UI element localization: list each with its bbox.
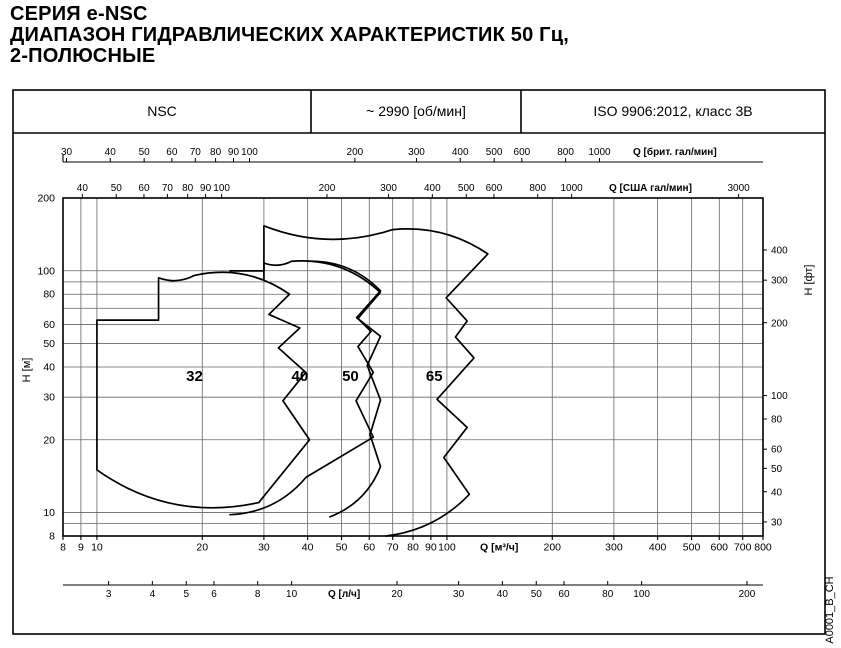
svg-text:100: 100 (438, 542, 456, 554)
svg-text:30: 30 (453, 589, 465, 600)
svg-text:200: 200 (739, 589, 756, 600)
svg-text:80: 80 (43, 289, 55, 301)
svg-text:NSC: NSC (147, 103, 177, 119)
svg-text:80: 80 (182, 183, 194, 194)
svg-text:300: 300 (380, 183, 397, 194)
svg-text:80: 80 (771, 414, 783, 425)
svg-text:5: 5 (183, 589, 189, 600)
svg-text:60: 60 (363, 542, 375, 554)
svg-text:400: 400 (649, 542, 667, 554)
svg-text:3: 3 (106, 589, 112, 600)
svg-text:8: 8 (60, 542, 66, 554)
svg-text:70: 70 (387, 542, 399, 554)
svg-text:200: 200 (544, 542, 562, 554)
svg-text:400: 400 (771, 245, 788, 256)
svg-text:30: 30 (61, 147, 73, 158)
svg-text:80: 80 (407, 542, 419, 554)
svg-text:30: 30 (43, 392, 55, 404)
svg-text:4: 4 (150, 589, 156, 600)
svg-text:60: 60 (138, 183, 150, 194)
svg-text:80: 80 (602, 589, 614, 600)
svg-text:70: 70 (162, 183, 174, 194)
svg-text:Q [брит. гал/мин]: Q [брит. гал/мин] (633, 146, 717, 158)
svg-text:32: 32 (186, 368, 203, 385)
svg-text:100: 100 (633, 589, 650, 600)
svg-text:9: 9 (78, 542, 84, 554)
svg-text:Q [л/ч]: Q [л/ч] (328, 589, 360, 600)
svg-text:50: 50 (139, 147, 151, 158)
svg-text:ISO 9906:2012, класс 3В: ISO 9906:2012, класс 3В (593, 103, 752, 119)
svg-text:40: 40 (105, 147, 117, 158)
svg-text:~ 2990 [об/мин]: ~ 2990 [об/мин] (366, 103, 466, 119)
svg-text:800: 800 (754, 542, 772, 554)
svg-text:10: 10 (286, 589, 298, 600)
svg-text:600: 600 (514, 147, 531, 158)
svg-text:60: 60 (43, 319, 55, 331)
svg-text:3000: 3000 (727, 183, 750, 194)
svg-text:30: 30 (771, 517, 783, 528)
svg-text:400: 400 (424, 183, 441, 194)
svg-text:90: 90 (425, 542, 437, 554)
svg-text:600: 600 (711, 542, 729, 554)
svg-text:200: 200 (319, 183, 336, 194)
svg-text:60: 60 (166, 147, 178, 158)
svg-text:400: 400 (452, 147, 469, 158)
svg-text:40: 40 (302, 542, 314, 554)
svg-text:100: 100 (241, 147, 258, 158)
svg-text:800: 800 (529, 183, 546, 194)
svg-text:500: 500 (458, 183, 475, 194)
svg-text:70: 70 (190, 147, 202, 158)
svg-text:50: 50 (111, 183, 123, 194)
svg-text:6: 6 (211, 589, 217, 600)
svg-text:300: 300 (408, 147, 425, 158)
svg-text:40: 40 (497, 589, 509, 600)
svg-text:100: 100 (213, 183, 230, 194)
svg-text:Q [США гал/мин]: Q [США гал/мин] (609, 183, 692, 194)
svg-text:40: 40 (291, 368, 308, 385)
svg-text:90: 90 (200, 183, 212, 194)
svg-text:500: 500 (683, 542, 701, 554)
svg-text:50: 50 (342, 368, 359, 385)
svg-text:20: 20 (43, 434, 55, 446)
svg-text:700: 700 (734, 542, 752, 554)
svg-text:10: 10 (43, 507, 55, 519)
svg-text:50: 50 (531, 589, 543, 600)
svg-text:40: 40 (43, 362, 55, 374)
svg-text:50: 50 (43, 338, 55, 350)
svg-text:1000: 1000 (588, 147, 611, 158)
svg-text:1000: 1000 (560, 183, 583, 194)
svg-text:80: 80 (210, 147, 222, 158)
svg-text:30: 30 (258, 542, 270, 554)
svg-text:100: 100 (771, 391, 788, 402)
svg-text:40: 40 (77, 183, 89, 194)
svg-text:H [м]: H [м] (21, 358, 33, 383)
svg-text:800: 800 (557, 147, 574, 158)
svg-text:50: 50 (771, 464, 783, 475)
svg-text:200: 200 (347, 147, 364, 158)
svg-text:8: 8 (49, 531, 55, 543)
svg-text:20: 20 (196, 542, 208, 554)
svg-text:90: 90 (228, 147, 240, 158)
svg-text:40: 40 (771, 487, 783, 498)
svg-text:A0001_B_CH: A0001_B_CH (824, 576, 836, 643)
svg-text:50: 50 (336, 542, 348, 554)
svg-text:20: 20 (391, 589, 403, 600)
svg-text:8: 8 (255, 589, 261, 600)
svg-text:100: 100 (37, 265, 55, 277)
svg-text:60: 60 (771, 445, 783, 456)
svg-text:300: 300 (605, 542, 623, 554)
svg-text:Q [м³/ч]: Q [м³/ч] (480, 542, 518, 554)
svg-text:300: 300 (771, 276, 788, 287)
svg-text:60: 60 (558, 589, 570, 600)
svg-text:500: 500 (486, 147, 503, 158)
svg-text:65: 65 (426, 368, 443, 385)
svg-text:10: 10 (91, 542, 103, 554)
svg-text:200: 200 (771, 318, 788, 329)
svg-text:H [фт]: H [фт] (803, 265, 815, 296)
svg-text:200: 200 (37, 193, 55, 205)
svg-text:600: 600 (486, 183, 503, 194)
